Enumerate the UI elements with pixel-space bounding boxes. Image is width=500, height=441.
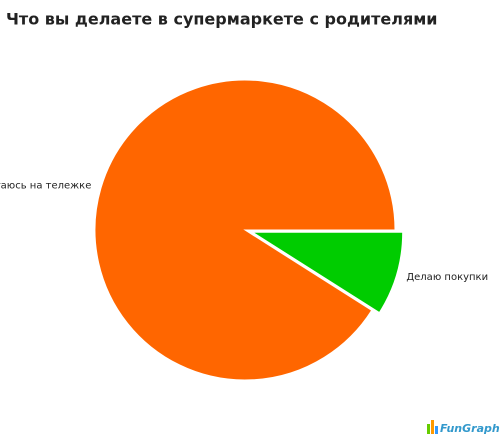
logo-bar bbox=[435, 426, 438, 434]
slice-label: Делаю покупки bbox=[406, 272, 488, 283]
logo-bar bbox=[427, 424, 430, 434]
branding-logo: FunGraph bbox=[427, 420, 500, 435]
logo-bar bbox=[431, 420, 434, 434]
chart-title: Что вы делаете в супермаркете с родителя… bbox=[6, 10, 438, 29]
branding: FunGraph bbox=[440, 422, 500, 435]
slice-label: Катаюсь на тележке bbox=[0, 180, 91, 191]
pie-slice bbox=[250, 231, 404, 314]
pie-slice bbox=[94, 79, 396, 381]
